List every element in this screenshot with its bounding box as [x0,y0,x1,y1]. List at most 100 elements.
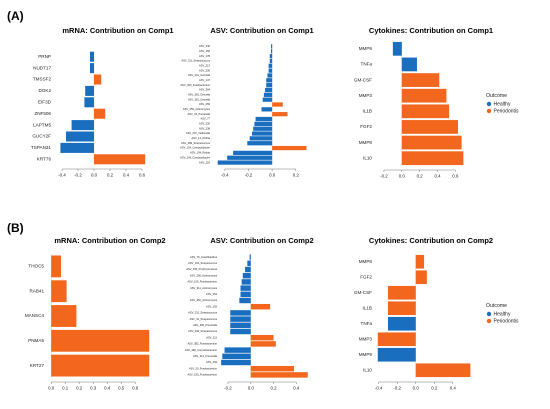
category-label: ASV_206_Streptococcus [188,329,218,333]
bar-znf506 [94,108,106,119]
x-tick-label: -0.2 [74,173,82,178]
legend-label: Healthy [494,102,511,108]
bar-asv-109-campylobacter [227,155,273,160]
x-tick-label: 0.4 [104,386,111,391]
bar-asv-330 [254,121,273,126]
x-tick-label: 0.2 [76,386,83,391]
bar-asv-207-veillonella [252,131,273,136]
category-label: ASV_161_Streptococcus [188,261,218,265]
chart-title: ASV: Contribution on Comp1 [210,26,313,35]
bar-asv-359-actinomyces [261,107,273,112]
category-label: EIF3D [38,100,52,105]
bar-asv-256-actinomyces [242,272,251,279]
bar-asv-363-gemella [263,92,273,97]
category-label: ASV_259 [199,102,211,106]
category-label: ASV_359_Actinomyces [183,107,211,111]
bar-asv-382-fusobacterium [250,341,276,347]
bar-asv-311-streptococcus [269,58,273,64]
chart-mrna: mRNA: Contribution on Comp1 PRNP NUDT17 TMS… [31,26,174,178]
category-label: ASV_390_Prevotella [193,323,217,327]
category-label: IL1B [363,109,372,114]
bar-asv-289-streptococcus [247,141,273,146]
x-tick-label: -0.4 [375,386,383,391]
bar-prnp [90,51,94,62]
x-tick-label: -0.2 [393,386,401,391]
bar-asv-323-fusobacterium [266,83,273,88]
bar-asv-496-corynebacterium [224,347,251,353]
category-label: ASV_215_Streptococcus [188,311,218,315]
bar-asv-211 [250,334,274,341]
legend-title: Outcome [486,93,507,99]
bar-asv-452-actinomyces [239,297,251,304]
x-tick-label: 0.2 [270,386,277,391]
bar-pnma5 [51,329,150,352]
category-label: ASV_193 [206,304,218,308]
category-label: TNFa [361,62,373,67]
x-tick-label: 0.2 [431,386,438,391]
chart-mrna: mRNA: Contribution on Comp2 THOC5 RAB41 MAN… [25,236,166,391]
bar-asv-456-porphyromonas [245,266,251,273]
category-label: ASV_105_Fusobacterium [187,280,217,284]
legend-label: Healthy [494,312,511,318]
bar-il1b [401,104,450,119]
category-label: FGF2 [360,124,372,129]
bar-tnfa [401,57,417,72]
chart-cytokines: Cytokines: Contribution on Comp2 MMP8 FGF2… [354,236,493,391]
legend-title: Outcome [486,303,507,309]
category-label: ZNF506 [34,111,51,116]
bar-thoc5 [51,255,61,278]
category-label: ASV_77 [200,117,210,121]
x-tick-label: 0.2 [107,173,114,178]
bar-mmp9 [377,347,416,362]
category-label: THOC5 [28,264,44,269]
bar-asv-193-fusobacterium [250,372,308,378]
category-label: ASV_30_Fusobacterium [189,366,217,370]
legend-swatch-periodontis [486,108,492,114]
bar-asv-215-streptococcus [230,310,251,316]
bar-mansc4 [51,305,77,327]
x-tick-label: 0.6 [132,386,139,391]
category-label: ASV_193_Fusobacterium [187,373,217,377]
category-label: ASV_382_Fusobacterium [187,342,217,346]
bar-mmp3 [377,332,416,347]
bar-asv-364 [240,291,251,298]
chart-cytokines: Cytokines: Contribution on Comp1 MMP9 TNFa… [354,26,493,179]
bar-asv-241-gemella [267,73,273,78]
bar-laptm5 [71,120,94,131]
category-label: GM-CSF [354,77,372,82]
bar-asv-161-streptococcus [247,260,251,267]
category-label: KRT76 [37,157,52,162]
category-label: ASV_456_Porphyromonas [186,267,217,271]
bar-eif3d [84,97,94,108]
category-label: IL10 [363,155,372,160]
bar-asv-77 [255,116,273,122]
category-label: ASV_314_Prevotella [193,354,217,358]
bar-mmp3 [401,88,447,103]
category-label: ASV_241_Gemella [188,73,211,77]
category-label: MMP8 [359,140,373,145]
category-label: ASV_238 [199,126,211,130]
category-label: MMP3 [359,336,373,341]
category-label: KRT27 [30,363,45,368]
bar-tspan31 [60,142,94,153]
x-tick-label: 0.0 [413,386,420,391]
category-label: MANSC4 [25,313,45,318]
x-tick-label: 0.0 [248,386,255,391]
category-label: ASV_323_Fusobacterium [180,83,210,87]
x-tick-label: 0.6 [139,173,146,178]
bar-krt27 [51,354,150,377]
category-label: ASV_178 [199,54,211,58]
bar-asv-79-gracilibacillus [249,254,251,260]
x-tick-label: -0.2 [224,386,232,391]
legend-swatch-periodontis [486,318,492,324]
bar-il10 [415,363,471,378]
bar-asv-340 [270,44,273,49]
category-label: ASV_147 [199,78,211,82]
legend-label: Periodontis [494,319,520,325]
category-label: ASV_109_Campylobacter [180,155,210,159]
category-label: MMP3 [359,93,373,98]
bar-asv-16-streptococcus [230,316,251,322]
x-tick-label: -0.2 [380,174,388,179]
